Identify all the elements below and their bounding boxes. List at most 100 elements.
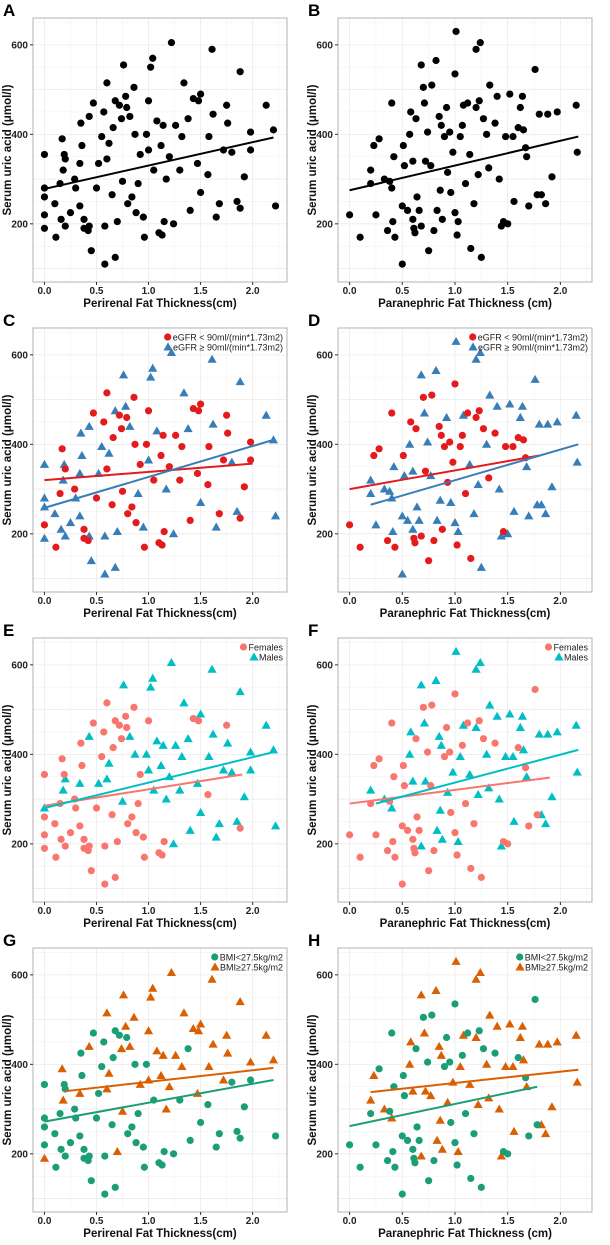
data-point bbox=[388, 184, 396, 192]
data-point bbox=[416, 680, 426, 689]
data-point bbox=[515, 722, 525, 731]
data-point bbox=[144, 97, 153, 105]
data-point bbox=[420, 99, 429, 107]
data-point bbox=[415, 206, 423, 215]
data-point bbox=[93, 778, 104, 787]
data-point bbox=[183, 734, 193, 743]
data-point bbox=[437, 1144, 447, 1153]
legend-marker bbox=[516, 953, 524, 961]
data-point bbox=[188, 1023, 198, 1032]
y-axis-label: Serum uric acid (μmol/l) bbox=[2, 704, 14, 835]
x-tick-label: 0.5 bbox=[90, 1216, 104, 1227]
data-point bbox=[40, 1123, 49, 1131]
data-point bbox=[123, 723, 131, 732]
data-point bbox=[426, 1091, 436, 1100]
data-point bbox=[108, 1121, 116, 1129]
legend-label: BMI<27.5kg/m2 bbox=[220, 953, 283, 963]
regression-line bbox=[370, 1068, 579, 1094]
x-tick-label: 0.0 bbox=[37, 596, 51, 607]
data-point bbox=[193, 469, 202, 478]
data-point bbox=[57, 1145, 65, 1153]
data-point bbox=[232, 506, 242, 515]
data-point bbox=[122, 712, 130, 720]
data-point bbox=[105, 139, 113, 147]
data-point bbox=[547, 1102, 557, 1111]
data-point bbox=[472, 413, 480, 422]
data-point bbox=[431, 365, 441, 374]
data-point bbox=[143, 1026, 154, 1035]
data-point bbox=[211, 522, 221, 531]
x-tick-label: 2.0 bbox=[246, 286, 260, 297]
data-point bbox=[496, 841, 506, 850]
data-point bbox=[66, 1139, 75, 1147]
data-point bbox=[192, 778, 203, 787]
data-point bbox=[506, 90, 514, 98]
data-point bbox=[452, 27, 460, 36]
data-point bbox=[458, 1051, 466, 1059]
data-point bbox=[433, 206, 441, 215]
data-point bbox=[117, 735, 126, 743]
data-point bbox=[92, 494, 101, 502]
x-tick-label: 1.0 bbox=[142, 596, 156, 607]
data-point bbox=[553, 108, 561, 116]
data-point bbox=[436, 186, 444, 194]
data-point bbox=[458, 741, 466, 749]
regression-line bbox=[65, 1066, 274, 1093]
data-point bbox=[406, 130, 414, 138]
data-point bbox=[491, 1049, 499, 1057]
data-point bbox=[166, 348, 177, 357]
data-point bbox=[51, 200, 59, 208]
data-point bbox=[158, 541, 166, 549]
y-axis-label: Serum uric acid (μmol/l) bbox=[307, 84, 319, 215]
data-point bbox=[71, 1105, 79, 1113]
data-point bbox=[178, 442, 186, 451]
data-point bbox=[77, 119, 85, 127]
data-point bbox=[115, 1031, 124, 1039]
data-point bbox=[138, 522, 148, 531]
data-point bbox=[391, 543, 399, 551]
data-point bbox=[211, 832, 221, 841]
data-point bbox=[411, 1159, 419, 1167]
data-point bbox=[413, 193, 421, 201]
data-point bbox=[128, 193, 136, 201]
data-point bbox=[428, 1011, 436, 1019]
data-point bbox=[268, 1055, 279, 1064]
data-point bbox=[473, 790, 483, 799]
data-point bbox=[193, 159, 202, 168]
data-point bbox=[183, 424, 193, 433]
data-point bbox=[450, 518, 460, 527]
data-point bbox=[261, 410, 271, 419]
data-point bbox=[39, 493, 50, 502]
data-point bbox=[399, 141, 407, 150]
y-tick-label: 200 bbox=[316, 219, 333, 230]
data-points bbox=[345, 336, 582, 578]
legend-label: BMI≥27.5kg/m2 bbox=[220, 963, 283, 973]
data-point bbox=[508, 1061, 518, 1071]
data-point bbox=[417, 222, 425, 230]
data-point bbox=[128, 813, 136, 821]
y-axis-label: Serum uric acid (μmol/l) bbox=[307, 704, 319, 835]
scatter-plot: 0.0 0.5 1.0 1.5 2.0 200 400 600 Perirenal Fat Th… bbox=[2, 931, 288, 1240]
data-point bbox=[100, 531, 110, 540]
data-point bbox=[130, 703, 138, 711]
data-point bbox=[516, 103, 524, 112]
data-point bbox=[366, 488, 376, 498]
data-point bbox=[103, 389, 111, 397]
data-point bbox=[140, 853, 148, 861]
x-tick-label: 0.5 bbox=[395, 596, 409, 607]
data-point bbox=[370, 141, 378, 150]
legend-marker bbox=[211, 953, 219, 961]
data-point bbox=[84, 536, 92, 545]
data-point bbox=[467, 864, 475, 873]
data-point bbox=[195, 1019, 206, 1028]
regression-line bbox=[349, 1085, 538, 1128]
data-point bbox=[61, 155, 69, 163]
data-point bbox=[40, 831, 49, 839]
data-point bbox=[89, 409, 97, 417]
data-point bbox=[101, 260, 109, 268]
data-point bbox=[85, 842, 93, 850]
data-point bbox=[571, 410, 581, 419]
data-point bbox=[531, 685, 539, 694]
data-point bbox=[425, 247, 433, 255]
data-point bbox=[501, 132, 510, 141]
